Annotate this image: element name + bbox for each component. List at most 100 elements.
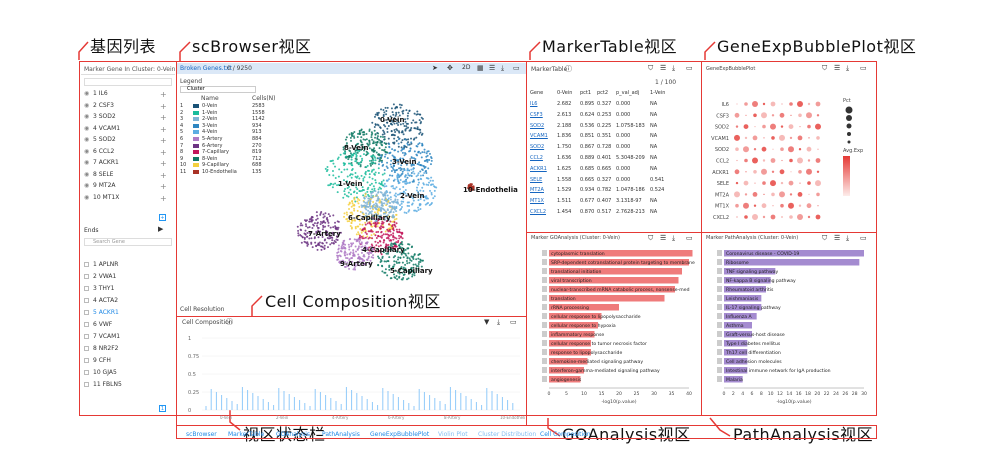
- page-icon[interactable]: 1: [159, 405, 166, 412]
- gene-list-item[interactable]: 6 CCL2: [93, 147, 115, 155]
- gene-link[interactable]: VCAM1: [530, 133, 548, 140]
- filter-icon[interactable]: ⛉: [822, 64, 828, 72]
- gene-list-item[interactable]: 7 VCAM1: [93, 333, 121, 340]
- eye-icon[interactable]: ◉: [84, 136, 90, 143]
- maximize-icon[interactable]: ▭: [686, 234, 693, 242]
- gene-link[interactable]: MT2A: [530, 187, 544, 194]
- legend-swatch[interactable]: [193, 156, 199, 161]
- gene-list-item[interactable]: 1 APLNR: [93, 261, 119, 268]
- gene-link[interactable]: SOD2: [530, 122, 545, 129]
- add-gene-icon[interactable]: +: [160, 193, 167, 203]
- gene-list-item[interactable]: 8 SELE: [93, 170, 114, 178]
- gene-list-item[interactable]: 9 MT2A: [93, 182, 116, 189]
- gene-list-item[interactable]: 6 VWF: [93, 321, 113, 328]
- gene-checkbox[interactable]: [84, 358, 89, 363]
- gene-list-item[interactable]: 3 SOD2: [93, 113, 116, 120]
- add-gene-icon[interactable]: +: [160, 136, 167, 145]
- gene-link[interactable]: IL6: [530, 101, 538, 107]
- eye-icon[interactable]: ◉: [84, 113, 90, 120]
- eye-icon[interactable]: ◉: [84, 170, 90, 178]
- 2d-icon[interactable]: 2D: [462, 64, 471, 71]
- add-gene-icon[interactable]: +: [160, 147, 167, 157]
- gene-checkbox[interactable]: [84, 310, 89, 315]
- legend-swatch[interactable]: [193, 104, 199, 108]
- filter-icon[interactable]: ▼: [484, 318, 490, 326]
- gene-list-item[interactable]: 8 NR2F2: [93, 345, 119, 352]
- add-gene-icon[interactable]: +: [160, 124, 167, 134]
- download-icon[interactable]: ⤓: [846, 64, 850, 72]
- toggle-icon[interactable]: ▶: [158, 225, 164, 233]
- add-icon[interactable]: +: [159, 214, 166, 221]
- add-gene-icon[interactable]: +: [160, 159, 167, 168]
- page-indicator[interactable]: 1 / 100: [655, 79, 677, 86]
- eye-icon[interactable]: ◉: [84, 159, 90, 166]
- gene-link[interactable]: MT1X: [530, 198, 544, 205]
- settings-icon[interactable]: ☰: [834, 64, 841, 72]
- maximize-icon[interactable]: ▭: [860, 234, 867, 242]
- gene-list-item[interactable]: 4 ACTA2: [93, 297, 119, 304]
- gene-list-item[interactable]: 3 THY1: [93, 285, 115, 292]
- cluster-select[interactable]: Cluster: [180, 86, 256, 93]
- gene-list-item[interactable]: 10 GJA5: [93, 369, 117, 376]
- gene-link[interactable]: CSF3: [530, 111, 543, 118]
- download-icon[interactable]: ⤓: [672, 64, 676, 72]
- legend-swatch[interactable]: [193, 117, 199, 122]
- maximize-icon[interactable]: ▭: [860, 64, 867, 72]
- filter-icon[interactable]: ⛉: [822, 234, 828, 242]
- search-gene-input[interactable]: Search Gene: [84, 238, 172, 246]
- gene-checkbox[interactable]: [84, 346, 89, 351]
- add-gene-icon[interactable]: +: [160, 170, 167, 180]
- grid-icon[interactable]: ▦: [477, 64, 484, 72]
- gene-list-item[interactable]: 2 VWA1: [93, 273, 117, 280]
- gene-list-item[interactable]: 7 ACKR1: [93, 159, 119, 166]
- move-icon[interactable]: ✥: [447, 64, 453, 72]
- maximize-icon[interactable]: ▭: [510, 318, 517, 326]
- gene-checkbox[interactable]: [84, 262, 89, 267]
- filter-icon[interactable]: ⛉: [648, 64, 654, 72]
- gene-checkbox[interactable]: [84, 370, 89, 375]
- eye-icon[interactable]: ◉: [84, 101, 90, 109]
- settings-icon[interactable]: ☰: [660, 64, 667, 72]
- gene-list-item[interactable]: 2 CSF3: [93, 101, 114, 109]
- gene-list-item[interactable]: 5 ACKR1: [93, 309, 119, 316]
- eye-icon[interactable]: ◉: [84, 124, 90, 132]
- legend-swatch[interactable]: [193, 143, 199, 148]
- add-gene-icon[interactable]: +: [160, 113, 167, 122]
- legend-swatch[interactable]: [193, 123, 199, 128]
- gene-link[interactable]: CCL2: [530, 155, 543, 161]
- status-tab[interactable]: Cell Composition: [540, 431, 591, 438]
- genelist-search-top[interactable]: [84, 78, 172, 86]
- add-gene-icon[interactable]: +: [160, 90, 167, 99]
- settings-icon[interactable]: ☰: [489, 64, 496, 72]
- status-tab[interactable]: GeneExpBubblePlot: [370, 431, 430, 438]
- filter-icon[interactable]: ⛉: [648, 234, 654, 242]
- gene-checkbox[interactable]: [84, 382, 89, 387]
- gene-list-item[interactable]: 9 CFH: [93, 357, 111, 364]
- gene-list-item[interactable]: 11 FBLN5: [93, 381, 122, 388]
- gene-link[interactable]: SELE: [530, 176, 543, 183]
- gene-checkbox[interactable]: [84, 286, 89, 291]
- maximize-icon[interactable]: ▭: [686, 64, 693, 72]
- status-tab[interactable]: PathAnalysis: [322, 431, 360, 438]
- pointer-icon[interactable]: ➤: [432, 64, 438, 72]
- umap-plot[interactable]: 0-Vein8-Vein3-Vein1-Vein2-Vein6-Capillar…: [280, 76, 525, 304]
- eye-icon[interactable]: ◉: [84, 147, 90, 155]
- gene-checkbox[interactable]: [84, 298, 89, 303]
- legend-swatch[interactable]: [193, 150, 199, 155]
- settings-icon[interactable]: ☰: [660, 234, 667, 242]
- eye-icon[interactable]: ◉: [84, 193, 90, 201]
- download-icon[interactable]: ⤓: [672, 234, 676, 242]
- download-icon[interactable]: ⤓: [497, 318, 501, 326]
- gene-checkbox[interactable]: [84, 334, 89, 339]
- eye-icon[interactable]: ◉: [84, 182, 90, 189]
- legend-swatch[interactable]: [193, 110, 199, 115]
- gene-list-item[interactable]: 10 MT1X: [93, 193, 120, 201]
- gene-link[interactable]: SOD2: [530, 144, 545, 151]
- status-tab[interactable]: GOAnalysis: [276, 431, 310, 438]
- help-icon[interactable]: ⓘ: [565, 65, 572, 73]
- gene-link[interactable]: CXCL2: [530, 209, 547, 215]
- add-gene-icon[interactable]: +: [160, 101, 167, 111]
- gene-list-item[interactable]: 4 VCAM1: [93, 124, 121, 132]
- status-tab[interactable]: MarkerTable: [228, 431, 265, 438]
- eye-icon[interactable]: ◉: [84, 90, 90, 97]
